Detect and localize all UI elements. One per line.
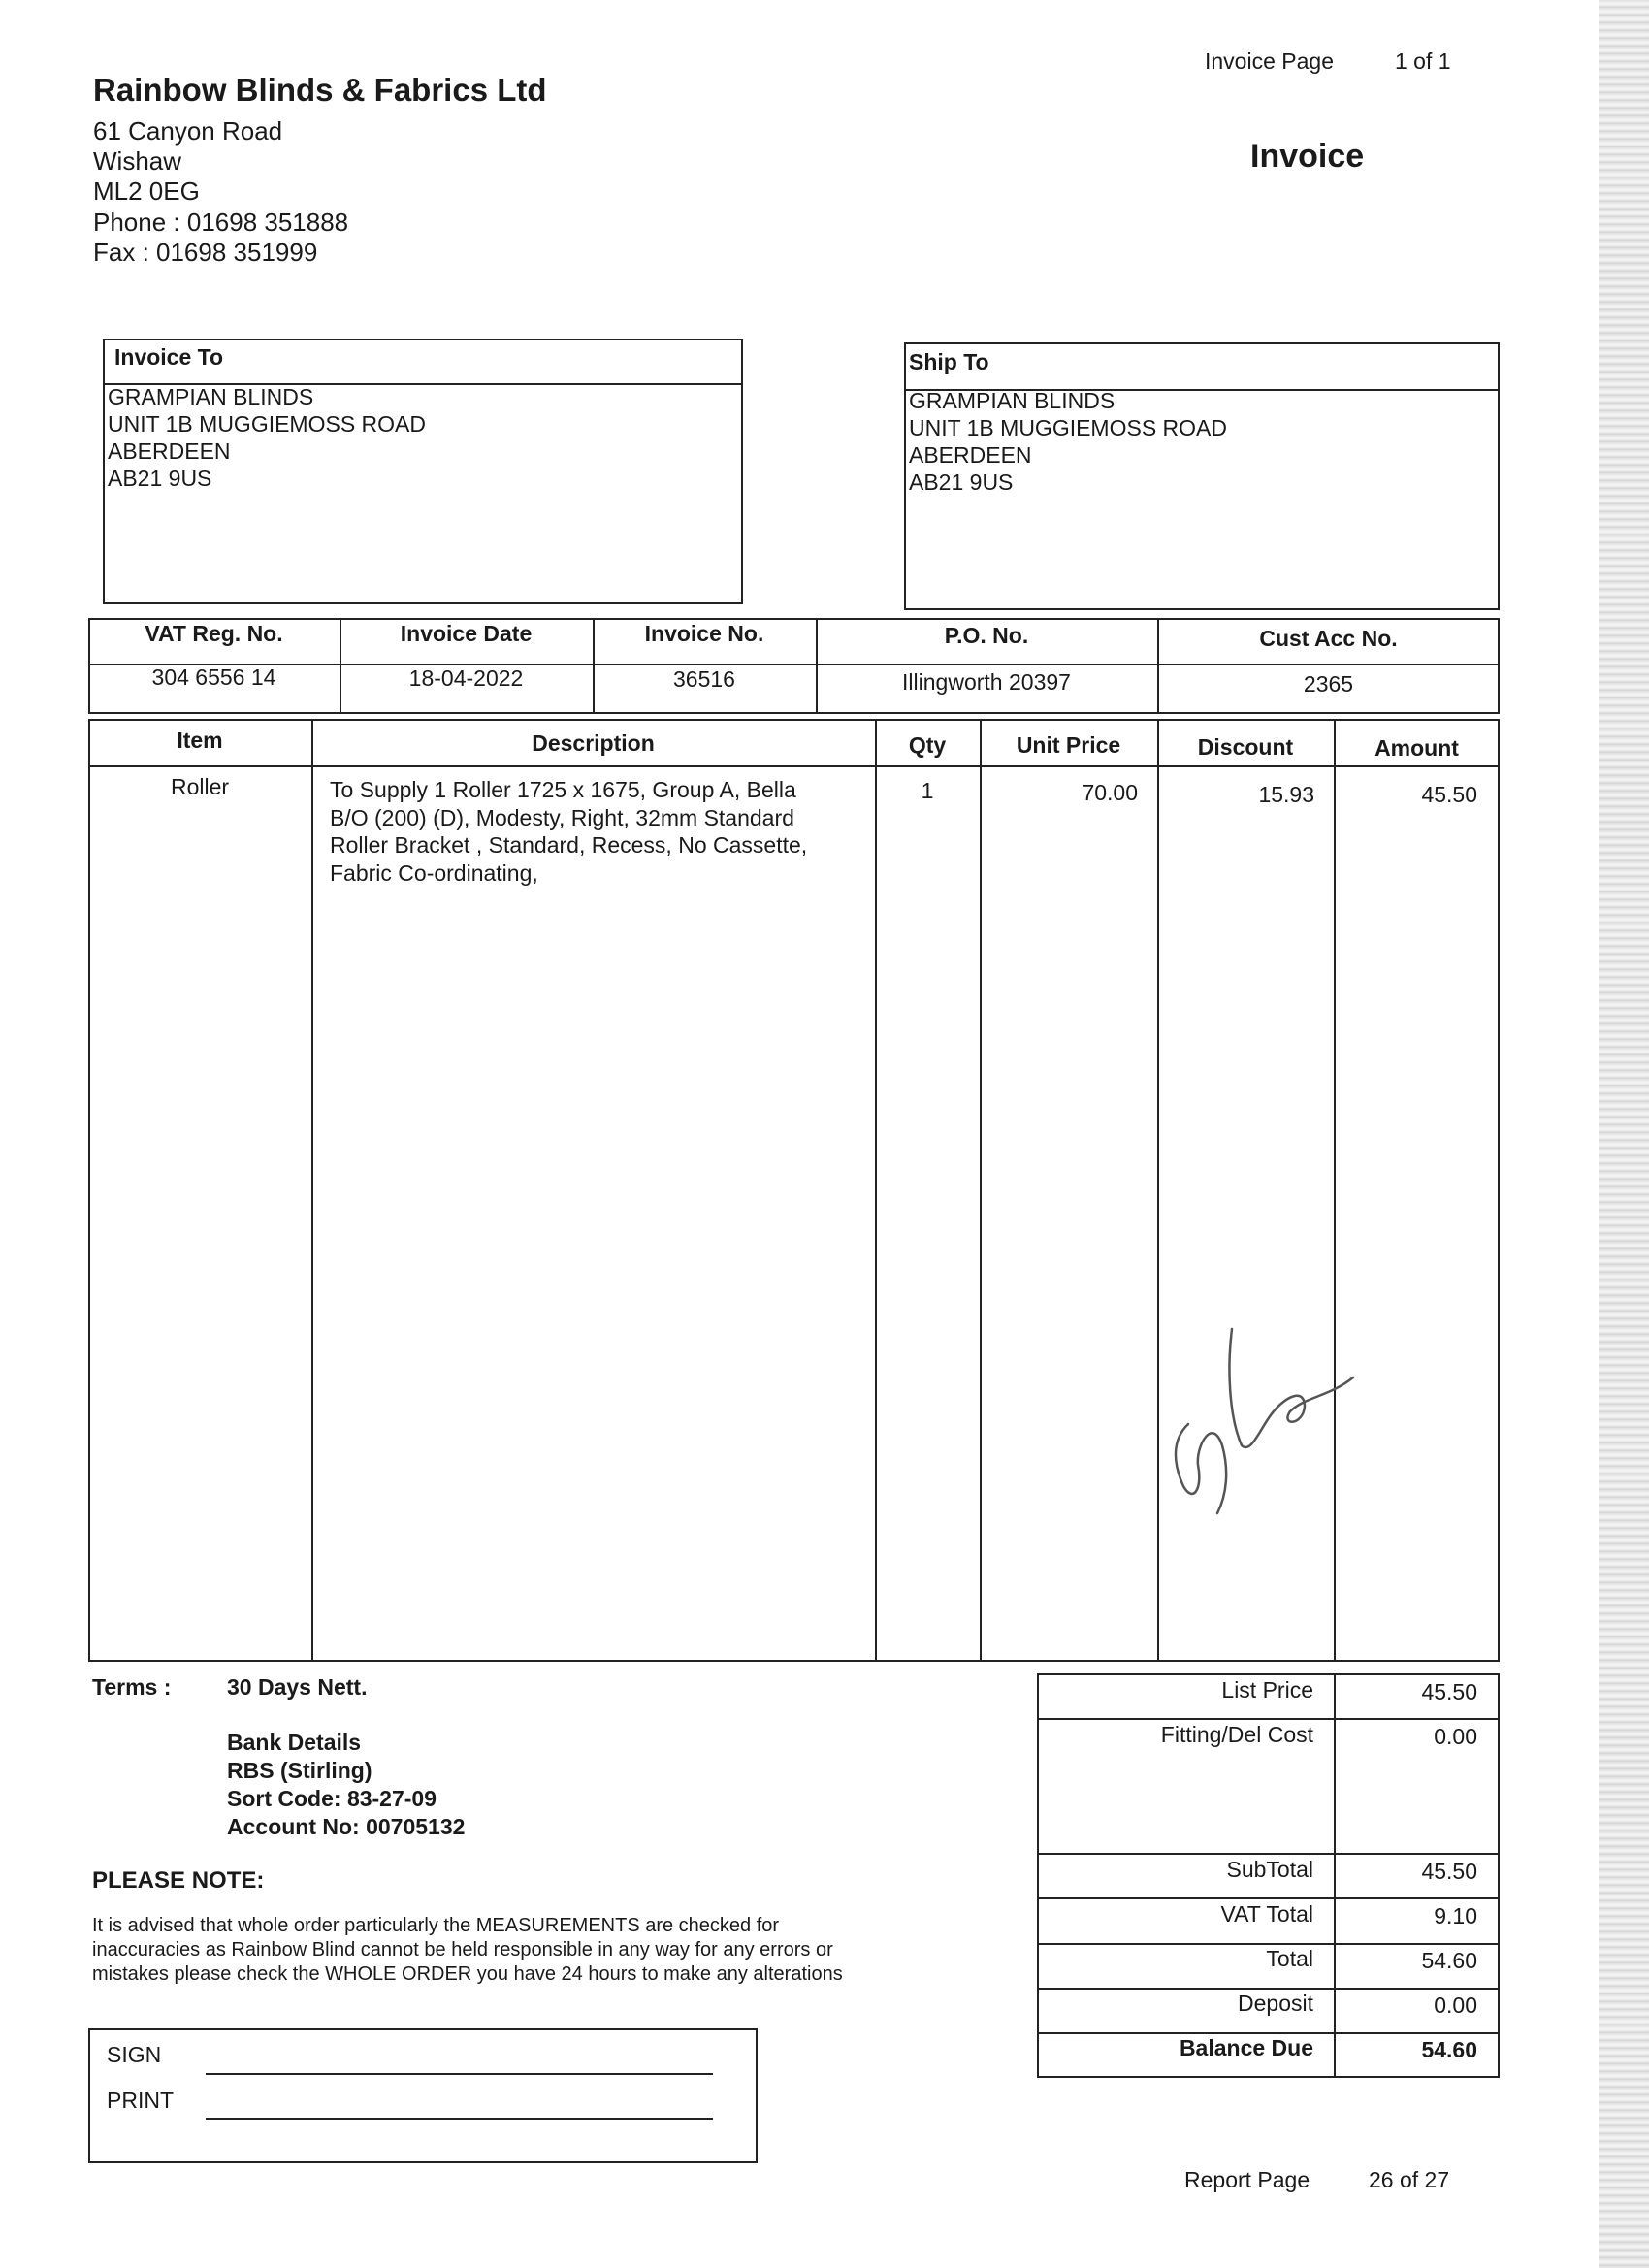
ship-to-line: UNIT 1B MUGGIEMOSS ROAD [909,415,1228,440]
print-label: PRINT [107,2088,174,2113]
deposit-value: 0.00 [1434,1993,1477,2018]
company-address-3: ML2 0EG [93,177,200,206]
ref-header-invoice-no: Invoice No. [644,621,764,646]
ref-header-cust-acc: Cust Acc No. [1259,626,1398,651]
item-description-line: To Supply 1 Roller 1725 x 1675, Group A,… [330,777,796,802]
ref-vat-value: 304 6556 14 [151,664,276,690]
ship-to-line: AB21 9US [909,470,1014,495]
items-header-discount: Discount [1197,734,1294,760]
items-header-description: Description [532,730,655,756]
items-header-amount: Amount [1374,735,1459,761]
ref-header-vat: VAT Reg. No. [145,621,283,646]
items-header-item: Item [177,728,223,753]
ship-to-box [904,342,1500,610]
scanner-edge [1599,0,1649,2268]
fitting-value: 0.00 [1434,1724,1477,1749]
handwritten-signature [1174,1327,1355,1515]
fitting-label: Fitting/Del Cost [1160,1722,1313,1747]
ref-date-value: 18-04-2022 [408,665,524,691]
bank-details-title: Bank Details [227,1730,362,1755]
sign-label: SIGN [107,2042,162,2067]
item-unit-price: 70.00 [1082,780,1138,805]
ref-invoice-no-value: 36516 [673,666,735,692]
items-header-qty: Qty [908,732,947,758]
company-address-2: Wishaw [93,146,182,176]
print-line[interactable] [206,2118,713,2120]
report-page-value: 26 of 27 [1369,2167,1450,2192]
item-description-line: Fabric Co-ordinating, [330,860,538,886]
sign-line[interactable] [206,2073,713,2075]
invoice-to-line: GRAMPIAN BLINDS [108,384,314,409]
item-name: Roller [170,774,230,799]
invoice-to-label: Invoice To [114,344,224,370]
vat-total-label: VAT Total [1220,1901,1313,1927]
item-qty: 1 [921,778,934,803]
note-line: inaccuracies as Rainbow Blind cannot be … [92,1939,833,1960]
invoice-to-line: UNIT 1B MUGGIEMOSS ROAD [108,411,427,437]
balance-due-label: Balance Due [1179,2035,1313,2060]
report-page-label: Report Page [1184,2167,1310,2192]
deposit-label: Deposit [1238,1991,1313,2016]
totals-box [1037,1673,1500,2078]
total-value: 54.60 [1421,1948,1477,1973]
subtotal-label: SubTotal [1226,1857,1313,1882]
ship-to-line: GRAMPIAN BLINDS [909,388,1116,413]
company-address-1: 61 Canyon Road [93,116,283,146]
total-label: Total [1266,1946,1313,1971]
please-note-title: PLEASE NOTE: [92,1867,265,1894]
items-table [88,719,1500,1662]
reference-table [88,618,1500,714]
company-phone: Phone : 01698 351888 [93,208,349,237]
invoice-to-line: ABERDEEN [108,438,231,464]
invoice-page-value: 1 of 1 [1395,49,1451,74]
company-fax: Fax : 01698 351999 [93,238,318,267]
note-line: It is advised that whole order particula… [92,1915,780,1936]
list-price-label: List Price [1221,1677,1313,1702]
terms-value: 30 Days Nett. [227,1674,368,1700]
item-amount: 45.50 [1421,782,1477,807]
invoice-to-line: AB21 9US [108,466,212,491]
account-no: Account No: 00705132 [227,1814,466,1839]
subtotal-value: 45.50 [1421,1859,1477,1884]
terms-label: Terms : [92,1674,172,1700]
ref-po-value: Illingworth 20397 [902,669,1071,695]
sign-box [88,2028,758,2163]
sort-code: Sort Code: 83-27-09 [227,1786,437,1811]
vat-total-value: 9.10 [1434,1903,1477,1928]
item-discount: 15.93 [1258,782,1314,807]
ship-to-line: ABERDEEN [909,442,1032,468]
item-description-line: Roller Bracket , Standard, Recess, No Ca… [330,832,808,858]
ref-header-date: Invoice Date [400,621,533,646]
note-line: mistakes please check the WHOLE ORDER yo… [92,1963,843,1985]
bank-name: RBS (Stirling) [227,1758,372,1783]
list-price-value: 45.50 [1421,1679,1477,1704]
ref-header-po: P.O. No. [944,623,1029,648]
invoice-to-box [103,339,743,604]
company-name: Rainbow Blinds & Fabrics Ltd [93,72,547,108]
ref-cust-acc-value: 2365 [1303,671,1354,697]
balance-due-value: 54.60 [1421,2037,1477,2062]
item-description-line: B/O (200) (D), Modesty, Right, 32mm Stan… [330,805,794,830]
document-title: Invoice [1250,138,1365,175]
items-header-unit-price: Unit Price [1016,732,1121,758]
ship-to-label: Ship To [909,349,989,374]
invoice-page-label: Invoice Page [1205,49,1334,74]
